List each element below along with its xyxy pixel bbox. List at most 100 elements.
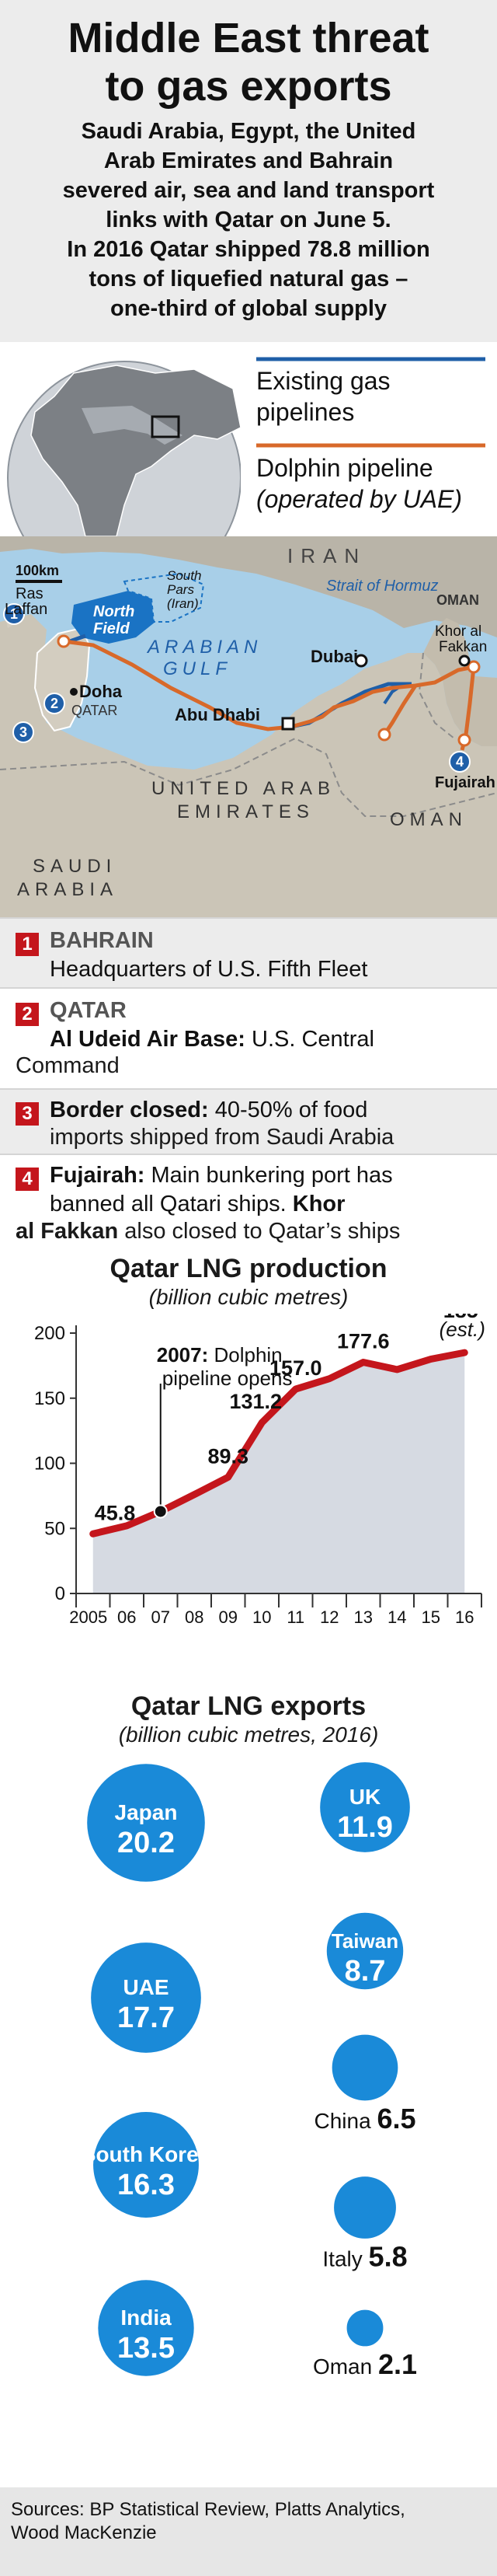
iran-label: IRAN xyxy=(287,544,367,567)
bubble-name: Japan xyxy=(115,1800,178,1824)
south-pars-area xyxy=(123,572,205,623)
legend-text: Existing gas xyxy=(256,367,391,395)
bubble-value: 20.2 xyxy=(117,1827,175,1859)
oman-bottom-label: OMAN xyxy=(390,809,467,830)
x-tick-label: 16 xyxy=(455,1607,474,1627)
note-text: Command xyxy=(16,1053,120,1078)
export-bubble xyxy=(85,1761,207,1884)
exports-bubble-chart: Japan 20.2 UAE 17.7 South Korea 16.3 India13.5… xyxy=(82,1760,417,2380)
note-row-3: 3 Border closed: 40-50% of food xyxy=(0,1088,497,1155)
x-tick-label: 09 xyxy=(219,1607,238,1627)
sources-text: Sources: BP Statistical Review, Platts A… xyxy=(11,2498,485,2545)
abu-dhabi-marker xyxy=(281,717,295,731)
sources-line: Sources: BP Statistical Review, Platts A… xyxy=(11,2499,405,2520)
legend-keys xyxy=(256,357,485,448)
dolphin-pipeline xyxy=(63,639,474,731)
abu-dhabi-label: Abu Dhabi xyxy=(175,705,260,724)
north-field-area xyxy=(71,591,155,644)
doha-dot xyxy=(70,688,78,696)
export-bubble xyxy=(324,1910,406,1992)
khor-label: Khor al xyxy=(435,623,481,640)
region-map: 1 2 3 4 100km IRAN OMAN ARABIAN GULF Str… xyxy=(0,536,497,917)
existing-pipeline xyxy=(69,634,86,644)
x-tick-label: 12 xyxy=(320,1607,339,1627)
legend-text: pipelines xyxy=(256,398,355,426)
y-tick-label: 150 xyxy=(34,1388,65,1409)
production-chart-subtitle: (billion cubic metres) xyxy=(148,1285,349,1309)
marker-2-label: 2 xyxy=(50,696,58,711)
data-label-note: (est.) xyxy=(440,1318,485,1341)
note-bold: al Fakkan xyxy=(16,1219,119,1244)
y-tick-label: 0 xyxy=(55,1583,65,1604)
iran-land xyxy=(0,536,497,637)
x-tick-label: 10 xyxy=(252,1607,271,1627)
exports-chart-subtitle: (billion cubic metres, 2016) xyxy=(118,1723,379,1747)
data-label: 157.0 xyxy=(269,1356,322,1380)
sources-panel xyxy=(0,2487,497,2576)
south-pars-label-3: (Iran) xyxy=(167,596,199,611)
dubai-label: Dubai xyxy=(311,647,358,666)
pipeline-node xyxy=(57,634,71,648)
bubble-value: 8.7 xyxy=(345,1955,386,1988)
ras-laffan-label: Ras xyxy=(16,585,43,602)
border-line xyxy=(0,737,497,817)
hormuz-label: Strait of Hormuz xyxy=(326,578,438,595)
locator-globe xyxy=(7,361,241,536)
saudi-label: SAUDI xyxy=(33,856,116,877)
intro-line: links with Qatar on June 5. xyxy=(106,208,391,232)
north-field-label-2: Field xyxy=(93,620,130,637)
arabian-label: ARABIAN xyxy=(146,637,262,658)
note-bold: Border closed: xyxy=(50,1098,209,1122)
pipeline-node xyxy=(457,733,471,747)
note-text: Headquarters of U.S. Fifth Fleet xyxy=(50,957,368,982)
pipeline-node xyxy=(467,660,481,674)
marker-1 xyxy=(3,603,25,625)
x-tick-label: 13 xyxy=(354,1607,373,1627)
sources-line: Wood MacKenzie xyxy=(11,2522,157,2543)
note-text: 40-50% of food xyxy=(208,1098,368,1122)
doha-label: Doha xyxy=(79,682,123,701)
note-row-1: 1 BAHRAIN Headquarters of U.S. Fifth Fle… xyxy=(0,917,497,989)
x-tick-label: 11 xyxy=(287,1607,304,1627)
intro-line: Arab Emirates and Bahrain xyxy=(103,148,394,173)
south-pars-label: South xyxy=(167,568,201,583)
north-field-label: North xyxy=(93,603,134,620)
bubble-name: Taiwan xyxy=(332,1929,398,1953)
data-label: 177.6 xyxy=(337,1330,390,1353)
intro-line: In 2016 Qatar shipped 78.8 million xyxy=(67,237,430,262)
dubai-dot xyxy=(354,654,368,668)
note-row-2: 2 QATAR Al Udeid Air Base: U.S. Central xyxy=(0,987,497,1059)
note-heading: QATAR xyxy=(50,998,127,1023)
bubble-name: India xyxy=(120,2305,172,2330)
legend-text: (operated by UAE) xyxy=(256,485,463,513)
x-tick-label: 07 xyxy=(151,1607,170,1627)
uae-label: UNITED ARAB xyxy=(151,778,335,799)
legend-section: Existing gas pipelines Dolphin pipeline … xyxy=(0,342,497,536)
note-text: imports shipped from Saudi Arabia xyxy=(50,1125,394,1150)
note-number: 4 xyxy=(16,1168,39,1191)
marker-3 xyxy=(12,721,34,743)
exports-chart-title: Qatar LNG exports xyxy=(130,1691,367,1721)
marker-3-label: 3 xyxy=(19,724,27,740)
marker-2 xyxy=(43,693,65,714)
uae-label-2: EMIRATES xyxy=(177,801,315,822)
locator-box xyxy=(151,415,180,438)
data-label: 45.8 xyxy=(95,1501,136,1524)
export-bubble xyxy=(318,1760,412,1855)
data-label: 131.2 xyxy=(229,1390,282,1413)
south-pars-label-2: Pars xyxy=(167,582,194,597)
note-text: banned all Qatari ships. xyxy=(50,1192,293,1216)
legend-text: Dolphin pipeline xyxy=(256,454,433,482)
note-line-3: al Fakkan also closed to Qatar’s ships xyxy=(16,1217,400,1246)
map-svg: 1 2 3 4 100km IRAN OMAN ARABIAN GULF Str… xyxy=(0,536,497,917)
x-tick-label: 08 xyxy=(185,1607,203,1627)
export-bubble xyxy=(96,2278,196,2379)
annotation-text: 2007: Dolphin xyxy=(157,1343,283,1367)
title-line-2: to gas exports xyxy=(105,63,392,110)
data-label: 185 xyxy=(443,1314,478,1322)
pipeline-node xyxy=(377,728,391,742)
y-tick-label: 50 xyxy=(44,1518,65,1539)
x-tick-label: 15 xyxy=(422,1607,440,1627)
ras-laffan-label-2: Laffan xyxy=(5,601,47,618)
note-bold: Fujairah: xyxy=(50,1163,145,1188)
